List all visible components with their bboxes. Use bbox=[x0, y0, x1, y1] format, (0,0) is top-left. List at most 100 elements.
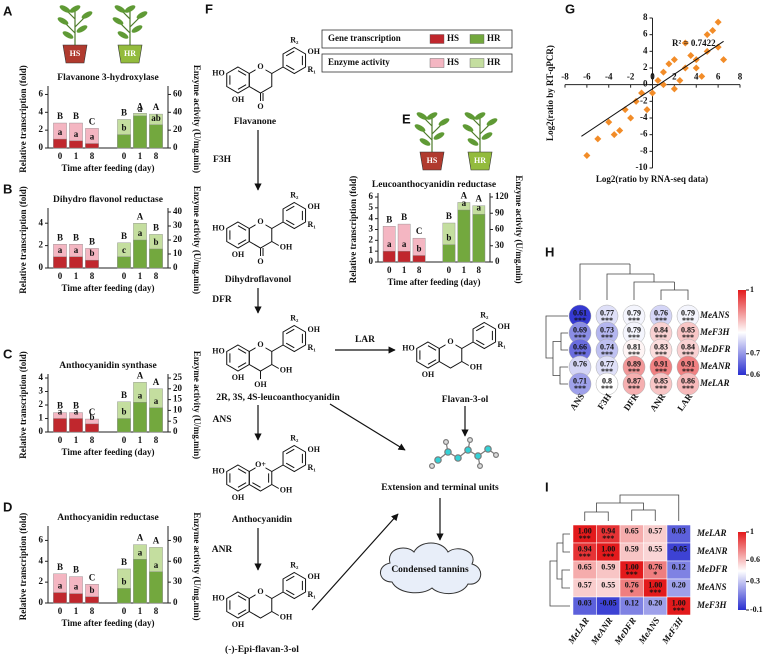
x-tick-label: 0 bbox=[447, 265, 452, 275]
ring bbox=[226, 221, 250, 249]
y-tick-label: 0 bbox=[39, 426, 44, 436]
pot-label: HR bbox=[474, 156, 486, 165]
ring bbox=[226, 464, 250, 492]
x-tick-label: 0 bbox=[122, 271, 127, 281]
atom: HO bbox=[402, 343, 414, 352]
atom: OH bbox=[422, 370, 435, 379]
significance-letter: a bbox=[58, 127, 63, 137]
x-tick-label: 8 bbox=[154, 435, 159, 445]
bar bbox=[382, 250, 396, 263]
column-label: MeANR bbox=[588, 616, 614, 648]
significance-letter: b bbox=[121, 407, 126, 417]
legend-box bbox=[321, 53, 513, 73]
cell-value: 1.00 bbox=[578, 526, 592, 535]
leaf bbox=[81, 11, 93, 19]
leaf bbox=[474, 112, 486, 120]
y-tick-label: 4 bbox=[39, 555, 44, 565]
cell-value: 0.12 bbox=[672, 562, 686, 571]
significance-letter: B bbox=[73, 111, 79, 121]
cell bbox=[666, 596, 691, 616]
cell-stars: *** bbox=[626, 570, 638, 579]
significance-letter: B bbox=[401, 212, 407, 222]
arrow bbox=[311, 513, 399, 611]
leaf bbox=[57, 17, 69, 25]
y-tick-label: 0 bbox=[369, 256, 374, 266]
x-tick-label: 1 bbox=[138, 606, 143, 616]
plant bbox=[62, 8, 88, 45]
legend-item: HS bbox=[447, 57, 459, 67]
dendrogram bbox=[549, 533, 570, 607]
bar bbox=[53, 592, 67, 604]
y2-tick-label: 15 bbox=[173, 394, 183, 404]
point bbox=[659, 81, 667, 89]
cell-value: 0.87 bbox=[627, 376, 641, 385]
x-tick-label: 1 bbox=[462, 265, 467, 275]
pot bbox=[467, 151, 493, 171]
x-tick-label: 8 bbox=[90, 271, 95, 281]
leaf bbox=[464, 112, 476, 120]
atom: HO bbox=[212, 593, 224, 602]
leaf bbox=[467, 138, 479, 146]
cell-value: 0.85 bbox=[681, 325, 695, 334]
bar bbox=[53, 418, 67, 433]
cell-stars: *** bbox=[673, 606, 685, 615]
legend-item: HR bbox=[487, 57, 501, 67]
significance-letter: a bbox=[90, 132, 95, 142]
bar bbox=[53, 138, 67, 149]
cell-stars: *** bbox=[574, 333, 586, 342]
y2-tick-label: 60 bbox=[495, 224, 505, 234]
column-label: MeF3H bbox=[659, 615, 685, 647]
colorbar bbox=[738, 532, 746, 610]
atom: OH bbox=[308, 445, 321, 454]
cell-value: 0.12 bbox=[625, 598, 639, 607]
y2-tick-label: 0 bbox=[173, 262, 178, 272]
cell-value: 0.79 bbox=[681, 308, 695, 317]
cell-stars: *** bbox=[601, 384, 613, 393]
cell-value: 0.03 bbox=[672, 526, 686, 535]
significance-letter: B bbox=[121, 231, 127, 241]
cell-stars: * bbox=[653, 570, 657, 579]
significance-letter: a bbox=[477, 202, 482, 212]
cell-stars: *** bbox=[649, 588, 661, 597]
cell-value: 0.83 bbox=[654, 342, 668, 351]
x-tick-label: 0 bbox=[122, 435, 127, 445]
cell-value: 0.20 bbox=[648, 598, 662, 607]
cell-stars: *** bbox=[628, 316, 640, 325]
bond bbox=[461, 341, 474, 349]
atom: O bbox=[257, 340, 263, 349]
panel-label: H bbox=[545, 244, 554, 259]
significance-letter: A bbox=[137, 533, 144, 543]
y-tick-label: 3 bbox=[369, 224, 374, 234]
compound-name: 2R, 3S, 4S-leucoanthocyanidin bbox=[216, 393, 340, 403]
x-tick-label: 0 bbox=[58, 435, 63, 445]
legend-swatch bbox=[469, 34, 485, 44]
significance-letter: b bbox=[446, 233, 451, 243]
point bbox=[692, 64, 700, 72]
atom: OH bbox=[280, 485, 293, 494]
ring bbox=[226, 344, 250, 372]
y-tick-label: 2 bbox=[39, 124, 44, 134]
chart-title: Leucoanthocyanidin reductase bbox=[372, 180, 496, 190]
dendrogram bbox=[545, 315, 568, 385]
colorbar-tick-label: 1 bbox=[750, 527, 754, 536]
y2-tick-label: 20 bbox=[173, 234, 183, 244]
significance-letter: a bbox=[154, 560, 159, 570]
significance-letter: A bbox=[137, 370, 144, 380]
cell-value: 0.89 bbox=[627, 359, 641, 368]
bar bbox=[133, 239, 147, 269]
x-tick-label: 0 bbox=[58, 151, 63, 161]
y2-tick-label: 20 bbox=[173, 124, 183, 134]
bar bbox=[85, 423, 99, 433]
bar bbox=[85, 596, 99, 604]
bar bbox=[442, 244, 456, 263]
x-tick-label: 1 bbox=[138, 435, 143, 445]
legend-item: HR bbox=[487, 33, 501, 43]
colorbar-tick-label: 0.6 bbox=[750, 370, 760, 379]
row-label: MeDFR bbox=[696, 564, 728, 574]
bond bbox=[271, 66, 284, 74]
cell bbox=[676, 372, 700, 396]
cell-value: -0.05 bbox=[670, 544, 687, 553]
cell-stars: *** bbox=[601, 316, 613, 325]
significance-letter: B bbox=[153, 222, 159, 232]
cell-stars: *** bbox=[682, 350, 694, 359]
